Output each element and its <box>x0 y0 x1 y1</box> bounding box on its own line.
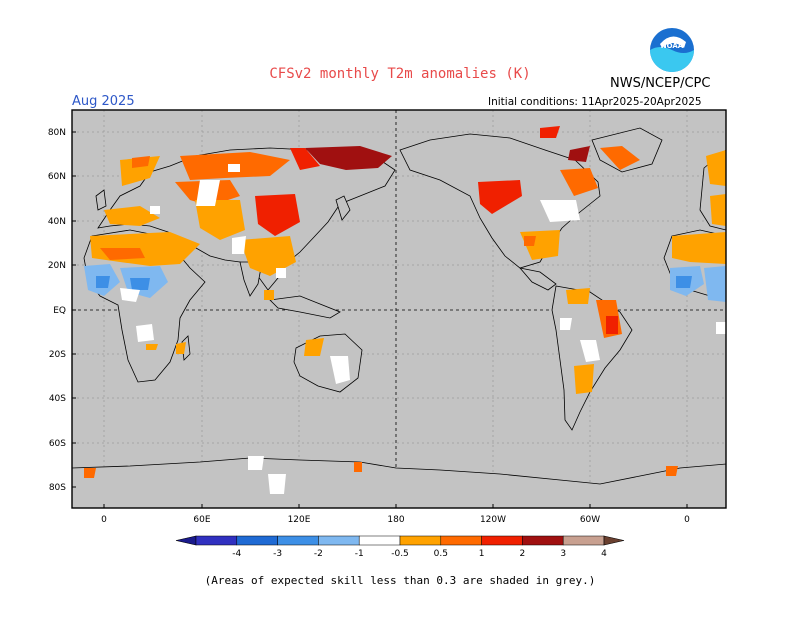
colorbar-label: 3 <box>560 549 566 559</box>
colorbar-label: -2 <box>314 549 323 559</box>
colorbar-segment <box>481 535 523 546</box>
lat-label: 20N <box>48 261 66 271</box>
chart-title: CFSv2 monthly T2m anomalies (K) <box>269 66 531 82</box>
lat-label: 80S <box>49 483 66 493</box>
colorbar-segment <box>440 535 482 546</box>
logo-text: NOAA <box>661 42 684 50</box>
colorbar-label: -4 <box>232 549 241 559</box>
colorbar-label: -3 <box>273 549 282 559</box>
colorbar-segment <box>236 535 278 546</box>
colorbar-low-arrow <box>175 535 197 546</box>
lat-label: 60N <box>48 172 66 182</box>
lon-label: 0 <box>684 515 690 525</box>
skill-footnote: (Areas of expected skill less than 0.3 a… <box>204 574 596 587</box>
map-frame <box>71 109 727 509</box>
lat-label: 40S <box>49 394 66 404</box>
lat-label: 60S <box>49 439 66 449</box>
latitude-labels: 80N 60N 40N 20N EQ 20S 40S 60S 80S <box>48 128 76 493</box>
lon-label: 60E <box>193 515 210 525</box>
lat-label: EQ <box>53 306 66 316</box>
colorbar-segment <box>522 535 564 546</box>
colorbar-label: -1 <box>355 549 364 559</box>
noaa-logo: NOAA <box>650 28 694 72</box>
colorbar-segment <box>358 535 401 546</box>
lon-label: 60W <box>580 515 600 525</box>
lat-label: 40N <box>48 217 66 227</box>
colorbar: -4 -3 -2 -1 -0.5 0.5 1 2 3 4 <box>175 535 625 559</box>
colorbar-segment <box>318 535 360 546</box>
colorbar-segment <box>562 535 605 546</box>
colorbar-label: 2 <box>520 549 526 559</box>
agency-label: NWS/NCEP/CPC <box>610 76 711 91</box>
colorbar-segment <box>277 535 319 546</box>
lon-label: 120E <box>288 515 311 525</box>
colorbar-label: 0.5 <box>434 549 448 559</box>
lon-label: 120W <box>480 515 506 525</box>
colorbar-label: -0.5 <box>391 549 409 559</box>
lat-label: 80N <box>48 128 66 138</box>
forecast-month: Aug 2025 <box>72 94 135 109</box>
anomaly-shading <box>84 126 726 494</box>
initial-conditions: Initial conditions: 11Apr2025-20Apr2025 <box>488 96 702 108</box>
colorbar-label: 1 <box>479 549 485 559</box>
colorbar-high-arrow <box>603 535 625 546</box>
lat-label: 20S <box>49 350 66 360</box>
colorbar-label: 4 <box>601 549 607 559</box>
lon-label: 180 <box>387 515 404 525</box>
map-panel <box>71 109 727 509</box>
colorbar-segment <box>399 535 442 546</box>
lon-label: 0 <box>101 515 107 525</box>
colorbar-segment <box>195 535 238 546</box>
longitude-labels: 0 60E 120E 180 120W 60W 0 <box>101 504 690 525</box>
